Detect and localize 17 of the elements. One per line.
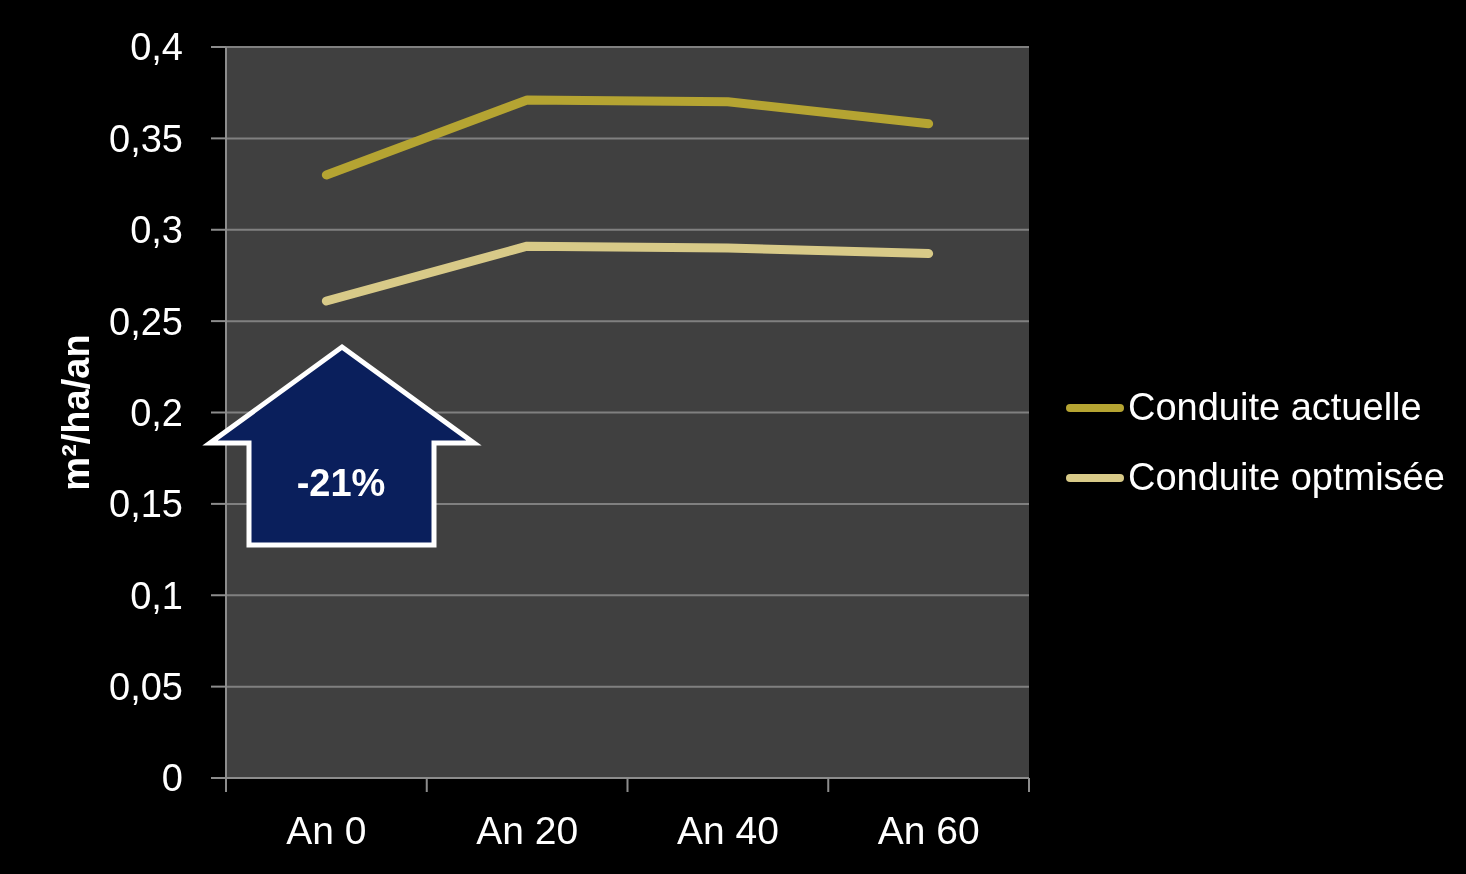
legend-label: Conduite optmisée xyxy=(1128,456,1445,499)
y-tick-label: 0,15 xyxy=(109,483,183,526)
y-tick-label: 0,4 xyxy=(130,26,183,69)
y-tick-label: 0,05 xyxy=(109,666,183,709)
y-axis-title: m²/ha/an xyxy=(55,334,97,491)
x-tick-label: An 40 xyxy=(676,808,779,852)
y-tick-label: 0 xyxy=(161,757,183,800)
x-tick-label: An 20 xyxy=(476,808,579,852)
y-tick-label: 0,3 xyxy=(130,209,183,252)
y-tick-label: 0,1 xyxy=(130,574,183,617)
y-tick-label: 0,25 xyxy=(109,300,183,343)
y-tick-label: 0,35 xyxy=(109,117,183,160)
y-tick-label: 0,2 xyxy=(130,391,183,434)
x-tick-label: An 60 xyxy=(877,808,980,852)
x-tick-label: An 0 xyxy=(286,808,367,852)
legend-label: Conduite actuelle xyxy=(1128,386,1422,429)
annotation: -21% xyxy=(296,462,386,504)
